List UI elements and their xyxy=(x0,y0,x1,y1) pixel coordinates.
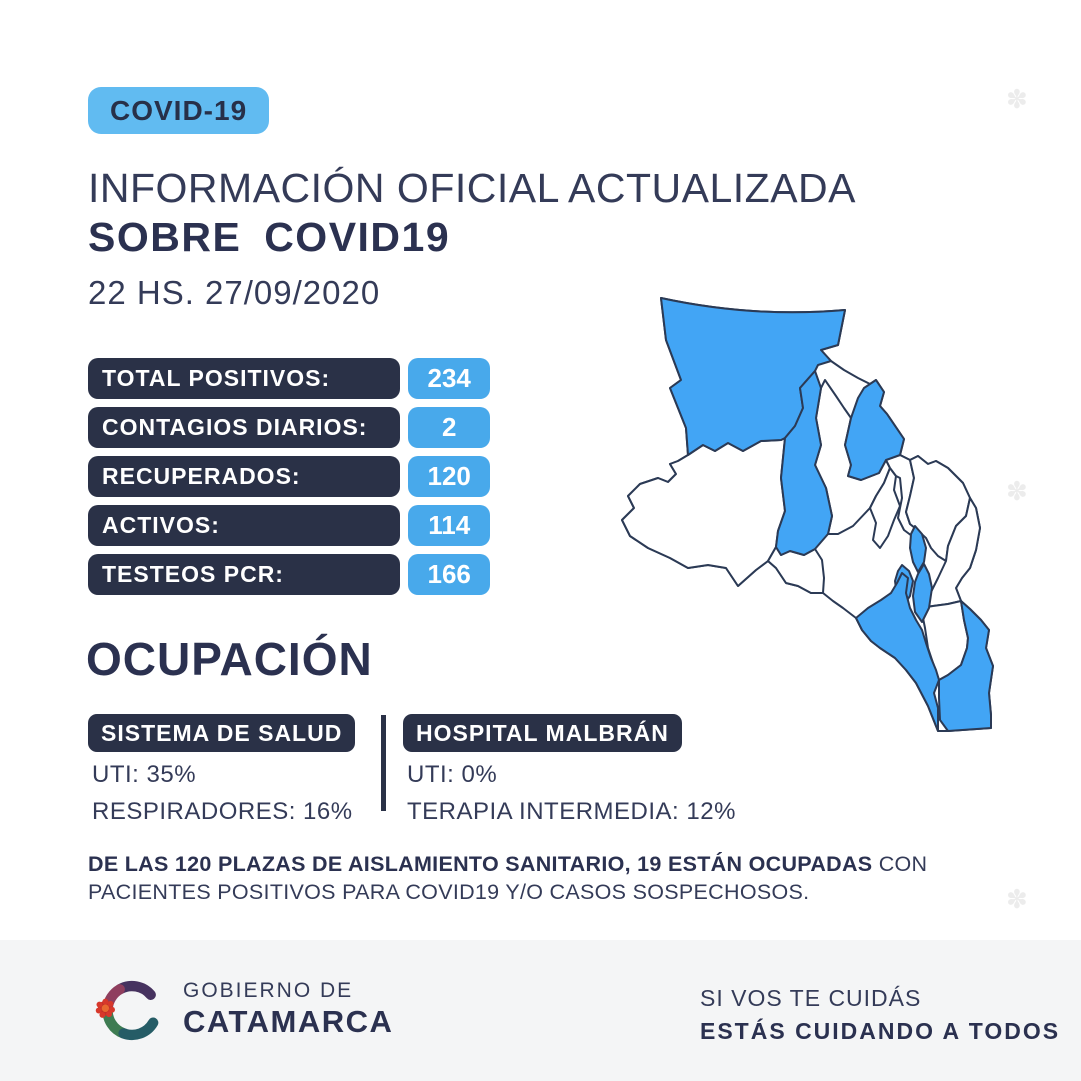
table-row: ACTIVOS: 114 xyxy=(88,505,490,546)
watermark-icon: ✽ xyxy=(1006,476,1028,506)
covid19-badge: COVID-19 xyxy=(88,87,270,134)
stat-label-activos: ACTIVOS: xyxy=(88,505,401,546)
footer: GOBIERNO DE CATAMARCA SI VOS TE CUIDÁS E… xyxy=(0,940,1081,1081)
sistema-de-salud-badge: SISTEMA DE SALUD xyxy=(88,714,356,752)
province-map xyxy=(618,268,1040,770)
logo-line-catamarca: CATAMARCA xyxy=(183,1003,394,1039)
table-row: TESTEOS PCR: 166 xyxy=(88,554,490,595)
catamarca-c-logo-icon xyxy=(95,980,159,1041)
slogan-line2: ESTÁS CUIDANDO A TODOS xyxy=(700,1018,1061,1044)
map-dept-southeast-highlighted xyxy=(938,600,994,732)
footer-slogan: SI VOS TE CUIDÁS ESTÁS CUIDANDO A TODOS xyxy=(700,985,1060,1045)
stat-value-activos: 114 xyxy=(408,505,490,546)
map-dept-center-highlighted xyxy=(775,370,833,556)
province-map-svg xyxy=(621,297,994,732)
occupancy-line: RESPIRADORES: 16% xyxy=(92,798,353,825)
page-title-line2: SOBRE COVID19 xyxy=(88,214,451,260)
logo-text: GOBIERNO DE CATAMARCA xyxy=(183,979,393,1040)
government-logo: GOBIERNO DE CATAMARCA xyxy=(95,972,393,1046)
isolation-note-regular: CON PACIENTES POSITIVOS PARA COVID19 Y/O… xyxy=(88,852,928,904)
watermark-icon: ✽ xyxy=(1006,84,1028,114)
stat-value-total-positivos: 234 xyxy=(408,358,490,399)
occupancy-line: UTI: 0% xyxy=(407,761,498,788)
isolation-note-bold: DE LAS 120 PLAZAS DE AISLAMIENTO SANITAR… xyxy=(88,852,873,876)
logo-line-gobierno: GOBIERNO DE xyxy=(183,978,354,1002)
occupancy-divider xyxy=(381,715,386,811)
stat-value-recuperados: 120 xyxy=(408,456,490,497)
page-title-line1: INFORMACIÓN OFICIAL ACTUALIZADA xyxy=(88,165,857,211)
stat-label-contagios-diarios: CONTAGIOS DIARIOS: xyxy=(88,407,401,448)
table-row: CONTAGIOS DIARIOS: 2 xyxy=(88,407,490,448)
watermark-icon: ✽ xyxy=(1006,884,1028,914)
map-dept-small-valley-highlighted xyxy=(912,563,933,623)
map-dept-west xyxy=(621,437,786,587)
hospital-malbran-badge: HOSPITAL MALBRÁN xyxy=(403,714,682,752)
map-dept-center-strip xyxy=(869,467,901,549)
map-dept-northeast-highlighted xyxy=(844,379,905,481)
stat-label-testeos-pcr: TESTEOS PCR: xyxy=(88,554,401,595)
stat-value-contagios-diarios: 2 xyxy=(408,407,490,448)
logo-flower-icon xyxy=(95,998,115,1018)
report-datetime: 22 HS. 27/09/2020 xyxy=(88,274,381,311)
stat-value-testeos-pcr: 166 xyxy=(408,554,490,595)
map-dept-southwest-highlighted xyxy=(855,572,940,732)
table-row: RECUPERADOS: 120 xyxy=(88,456,490,497)
slogan-line1: SI VOS TE CUIDÁS xyxy=(700,985,922,1011)
map-dept-small-sliver-highlighted xyxy=(909,525,927,573)
occupancy-line: TERAPIA INTERMEDIA: 12% xyxy=(407,798,736,825)
occupancy-column-malbran: HOSPITAL MALBRÁN UTI: 0% TERAPIA INTERME… xyxy=(403,714,736,826)
isolation-note: DE LAS 120 PLAZAS DE AISLAMIENTO SANITAR… xyxy=(88,850,948,906)
stat-label-recuperados: RECUPERADOS: xyxy=(88,456,401,497)
map-dept-south-center xyxy=(767,546,825,594)
table-row: TOTAL POSITIVOS: 234 xyxy=(88,358,490,399)
stats-table: TOTAL POSITIVOS: 234 CONTAGIOS DIARIOS: … xyxy=(88,358,490,603)
occupancy-line: UTI: 35% xyxy=(92,761,197,788)
occupancy-column-sistema: SISTEMA DE SALUD UTI: 35% RESPIRADORES: … xyxy=(88,714,356,826)
stat-label-total-positivos: TOTAL POSITIVOS: xyxy=(88,358,401,399)
occupancy-title: OCUPACIÓN xyxy=(86,633,373,685)
